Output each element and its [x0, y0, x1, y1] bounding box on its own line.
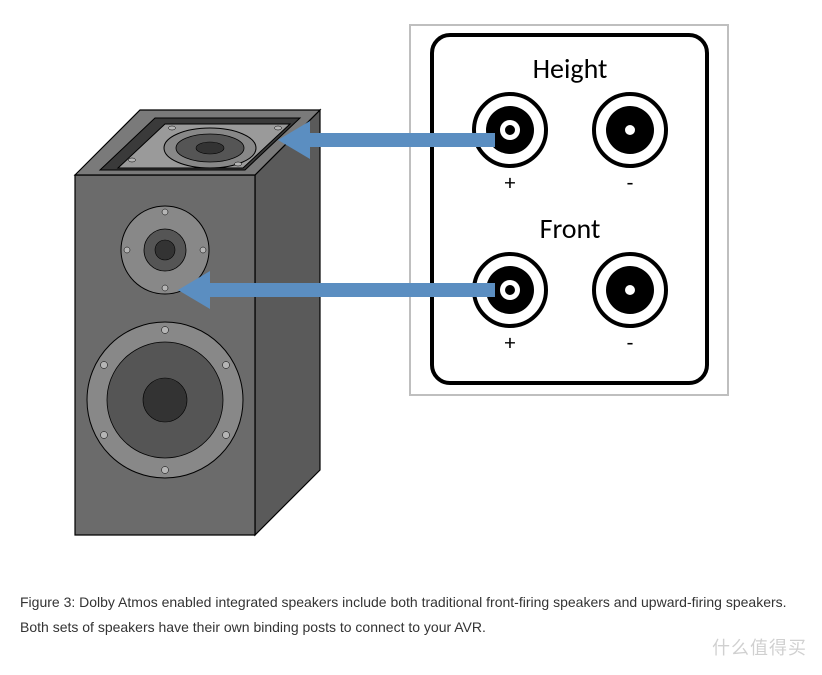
height-minus-label: -	[627, 169, 634, 196]
terminal-panel: Height + - Front + -	[410, 25, 728, 395]
front-plus-label: +	[505, 329, 516, 356]
woofer	[87, 322, 243, 478]
height-label: Height	[533, 51, 608, 86]
front-minus-label: -	[627, 329, 634, 356]
cabinet-side	[255, 110, 320, 535]
diagram-area: Height + - Front + -	[0, 0, 822, 560]
height-plus-label: +	[505, 169, 516, 196]
figure-caption: Figure 3: Dolby Atmos enabled integrated…	[20, 590, 802, 640]
speaker-cabinet	[75, 110, 320, 535]
figure-svg: Height + - Front + -	[0, 0, 822, 560]
front-label: Front	[540, 211, 601, 246]
watermark: 什么值得买	[712, 634, 807, 660]
